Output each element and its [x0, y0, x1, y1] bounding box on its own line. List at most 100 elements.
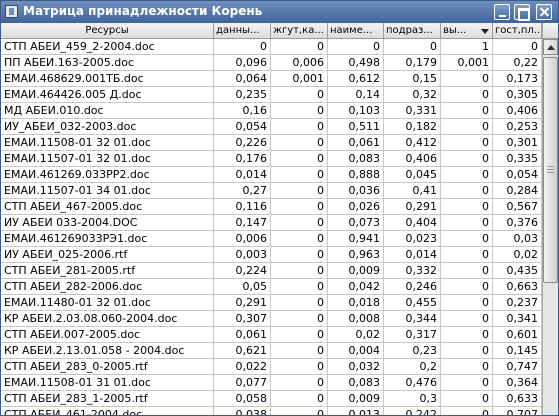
- membership-value-cell[interactable]: 0,412: [384, 135, 441, 151]
- membership-value-cell[interactable]: 0,15: [384, 71, 441, 87]
- column-header-sorted[interactable]: вы...: [441, 23, 493, 39]
- membership-value-cell[interactable]: 0: [271, 327, 328, 343]
- membership-value-cell[interactable]: 0,042: [328, 279, 384, 295]
- membership-value-cell[interactable]: 0,344: [384, 311, 441, 327]
- table-row[interactable]: КР АБЕИ.2.13.01.058 - 2004.doc 0,621 0 0,00…: [1, 343, 542, 359]
- membership-value-cell[interactable]: 0: [441, 199, 493, 215]
- membership-value-cell[interactable]: 0,435: [493, 263, 542, 279]
- membership-value-cell[interactable]: 0,001: [441, 55, 493, 71]
- membership-value-cell[interactable]: 0,291: [384, 199, 441, 215]
- membership-value-cell[interactable]: 0: [441, 279, 493, 295]
- membership-value-cell[interactable]: 0,173: [493, 71, 542, 87]
- membership-value-cell[interactable]: 0,2: [384, 359, 441, 375]
- resource-name-cell[interactable]: СТП АБЕИ_461-2004.doc: [1, 407, 214, 415]
- membership-value-cell[interactable]: 0,077: [214, 375, 271, 391]
- membership-value-cell[interactable]: 0,182: [384, 119, 441, 135]
- vertical-scrollbar[interactable]: [542, 23, 558, 415]
- scrollbar-thumb[interactable]: [543, 57, 558, 283]
- resource-name-cell[interactable]: ЕМАИ.11507-01 32 01.doc: [1, 151, 214, 167]
- membership-value-cell[interactable]: 0: [271, 407, 328, 415]
- membership-value-cell[interactable]: 0: [441, 263, 493, 279]
- membership-value-cell[interactable]: 0,02: [493, 247, 542, 263]
- membership-value-cell[interactable]: 0,331: [384, 103, 441, 119]
- scroll-up-arrow-icon[interactable]: [543, 39, 558, 55]
- membership-value-cell[interactable]: 0,27: [214, 183, 271, 199]
- table-row[interactable]: ЕМАИ.461269.033РР2.doc 0,014 0 0,888 0,045 0 0…: [1, 167, 542, 183]
- membership-value-cell[interactable]: 0,014: [214, 167, 271, 183]
- membership-value-cell[interactable]: 0,498: [328, 55, 384, 71]
- membership-value-cell[interactable]: 0,747: [493, 359, 542, 375]
- resource-name-cell[interactable]: СТП АБЕИ_282-2006.doc: [1, 279, 214, 295]
- membership-value-cell[interactable]: 0,284: [493, 183, 542, 199]
- resource-name-cell[interactable]: МД АБЕИ.010.doc: [1, 103, 214, 119]
- membership-value-cell[interactable]: 0: [441, 183, 493, 199]
- resource-name-cell[interactable]: ИУ АБЕИ_025-2006.rtf: [1, 247, 214, 263]
- table-row[interactable]: СТП АБЕИ_282-2006.doc 0,05 0 0,042 0,246 0 0,6…: [1, 279, 542, 295]
- membership-value-cell[interactable]: 0,083: [328, 151, 384, 167]
- membership-value-cell[interactable]: 0: [441, 311, 493, 327]
- membership-value-cell[interactable]: 0,341: [493, 311, 542, 327]
- table-row[interactable]: ЕМАИ.461269033РЭ1.doc 0,006 0 0,941 0,023 0 0,…: [1, 231, 542, 247]
- membership-value-cell[interactable]: 0,3: [384, 391, 441, 407]
- column-header-name[interactable]: наиме...: [328, 23, 384, 39]
- membership-value-cell[interactable]: 0: [271, 167, 328, 183]
- membership-value-cell[interactable]: 0: [441, 231, 493, 247]
- resource-name-cell[interactable]: ЕМАИ.11508-01 31 01.doc: [1, 375, 214, 391]
- membership-value-cell[interactable]: 0,22: [493, 55, 542, 71]
- membership-value-cell[interactable]: 0,406: [493, 103, 542, 119]
- membership-value-cell[interactable]: 0: [441, 295, 493, 311]
- membership-value-cell[interactable]: 0: [271, 231, 328, 247]
- resource-name-cell[interactable]: ЕМАИ.11508-01 32 01.doc: [1, 135, 214, 151]
- resource-name-cell[interactable]: ЕМАИ.461269033РЭ1.doc: [1, 231, 214, 247]
- membership-value-cell[interactable]: 0,941: [328, 231, 384, 247]
- membership-value-cell[interactable]: 0,476: [384, 375, 441, 391]
- table-row[interactable]: СТП АБЕИ_467-2005.doc 0,116 0 0,026 0,291 0 0,…: [1, 199, 542, 215]
- table-row[interactable]: ЕМАИ.468629.001ТБ.doc 0,064 0,001 0,612 0,15…: [1, 71, 542, 87]
- membership-value-cell[interactable]: 0: [441, 391, 493, 407]
- membership-value-cell[interactable]: 0: [271, 279, 328, 295]
- membership-value-cell[interactable]: 1: [441, 39, 493, 55]
- membership-value-cell[interactable]: 0,006: [214, 231, 271, 247]
- resource-name-cell[interactable]: КР АБЕИ.2.03.08.060-2004.doc: [1, 311, 214, 327]
- membership-value-cell[interactable]: 0: [271, 247, 328, 263]
- table-row[interactable]: ЕМАИ.464426.005 Д.doc 0,235 0 0,14 0,32 0 0,30…: [1, 87, 542, 103]
- resource-name-cell[interactable]: СТП АБЕИ_459_2-2004.doc: [1, 39, 214, 55]
- membership-value-cell[interactable]: 0: [493, 39, 542, 55]
- membership-value-cell[interactable]: 0,567: [493, 199, 542, 215]
- table-row[interactable]: ИУ АБЕИ 033-2004.DOC 0,147 0 0,073 0,404 0 0,3…: [1, 215, 542, 231]
- membership-value-cell[interactable]: 0,179: [384, 55, 441, 71]
- membership-value-cell[interactable]: 0,026: [328, 199, 384, 215]
- membership-value-cell[interactable]: 0,404: [384, 215, 441, 231]
- membership-value-cell[interactable]: 0,364: [493, 375, 542, 391]
- table-row[interactable]: ЕМАИ.11507-01 32 01.doc 0,176 0 0,083 0,406 0…: [1, 151, 542, 167]
- membership-value-cell[interactable]: 0,16: [214, 103, 271, 119]
- membership-value-cell[interactable]: 0,707: [493, 407, 542, 415]
- resource-name-cell[interactable]: ЕМАИ.461269.033РР2.doc: [1, 167, 214, 183]
- membership-value-cell[interactable]: 0,14: [328, 87, 384, 103]
- membership-value-cell[interactable]: 0,004: [328, 343, 384, 359]
- membership-value-cell[interactable]: 0,001: [271, 71, 328, 87]
- column-header-resources[interactable]: Ресурсы: [1, 23, 214, 39]
- membership-value-cell[interactable]: 0,317: [384, 327, 441, 343]
- membership-value-cell[interactable]: 0,888: [328, 167, 384, 183]
- membership-value-cell[interactable]: 0: [441, 167, 493, 183]
- membership-value-cell[interactable]: 0: [271, 119, 328, 135]
- table-row[interactable]: ПП АБЕИ.163-2005.doc 0,096 0,006 0,498 0,179…: [1, 55, 542, 71]
- membership-value-cell[interactable]: 0: [441, 359, 493, 375]
- membership-value-cell[interactable]: 0,061: [214, 327, 271, 343]
- membership-value-cell[interactable]: 0,058: [214, 391, 271, 407]
- membership-value-cell[interactable]: 0: [214, 39, 271, 55]
- minimize-icon[interactable]: [494, 4, 510, 20]
- membership-value-cell[interactable]: 0,376: [493, 215, 542, 231]
- table-row[interactable]: СТП АБЕИ_283_0-2005.rtf 0,022 0 0,032 0,2 0 0,…: [1, 359, 542, 375]
- membership-value-cell[interactable]: 0: [271, 151, 328, 167]
- table-row[interactable]: ИУ АБЕИ_025-2006.rtf 0,003 0 0,963 0,014 0 0,0…: [1, 247, 542, 263]
- resource-name-cell[interactable]: ЕМАИ.11507-01 34 01.doc: [1, 183, 214, 199]
- membership-value-cell[interactable]: 0: [271, 359, 328, 375]
- membership-value-cell[interactable]: 0: [271, 183, 328, 199]
- membership-value-cell[interactable]: 0: [441, 87, 493, 103]
- membership-value-cell[interactable]: 0,242: [384, 407, 441, 415]
- resource-name-cell[interactable]: СТП АБЕИ_283_0-2005.rtf: [1, 359, 214, 375]
- close-icon[interactable]: [536, 4, 552, 20]
- resource-name-cell[interactable]: СТП АБЕИ.007-2005.doc: [1, 327, 214, 343]
